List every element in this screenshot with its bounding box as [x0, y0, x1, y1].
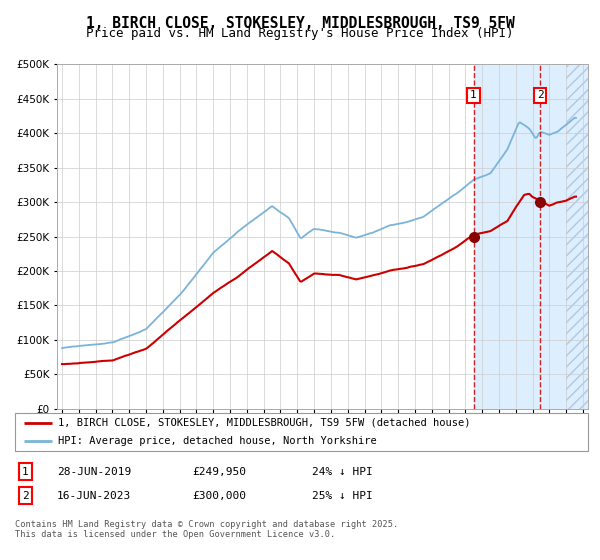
- Bar: [566, 64, 600, 409]
- Text: 25% ↓ HPI: 25% ↓ HPI: [312, 491, 373, 501]
- Bar: [566, 64, 600, 409]
- Text: 28-JUN-2019: 28-JUN-2019: [57, 466, 131, 477]
- Bar: [473, 64, 600, 409]
- Text: 1, BIRCH CLOSE, STOKESLEY, MIDDLESBROUGH, TS9 5FW (detached house): 1, BIRCH CLOSE, STOKESLEY, MIDDLESBROUGH…: [58, 418, 470, 428]
- Text: 1: 1: [470, 90, 477, 100]
- Text: 2: 2: [22, 491, 29, 501]
- FancyBboxPatch shape: [15, 413, 588, 451]
- Text: 2: 2: [537, 90, 544, 100]
- Text: £300,000: £300,000: [192, 491, 246, 501]
- Text: HPI: Average price, detached house, North Yorkshire: HPI: Average price, detached house, Nort…: [58, 436, 377, 446]
- Text: Contains HM Land Registry data © Crown copyright and database right 2025.
This d: Contains HM Land Registry data © Crown c…: [15, 520, 398, 539]
- Text: £249,950: £249,950: [192, 466, 246, 477]
- Text: 24% ↓ HPI: 24% ↓ HPI: [312, 466, 373, 477]
- Text: Price paid vs. HM Land Registry's House Price Index (HPI): Price paid vs. HM Land Registry's House …: [86, 27, 514, 40]
- Text: 1: 1: [22, 466, 29, 477]
- Text: 1, BIRCH CLOSE, STOKESLEY, MIDDLESBROUGH, TS9 5FW: 1, BIRCH CLOSE, STOKESLEY, MIDDLESBROUGH…: [86, 16, 514, 31]
- Text: 16-JUN-2023: 16-JUN-2023: [57, 491, 131, 501]
